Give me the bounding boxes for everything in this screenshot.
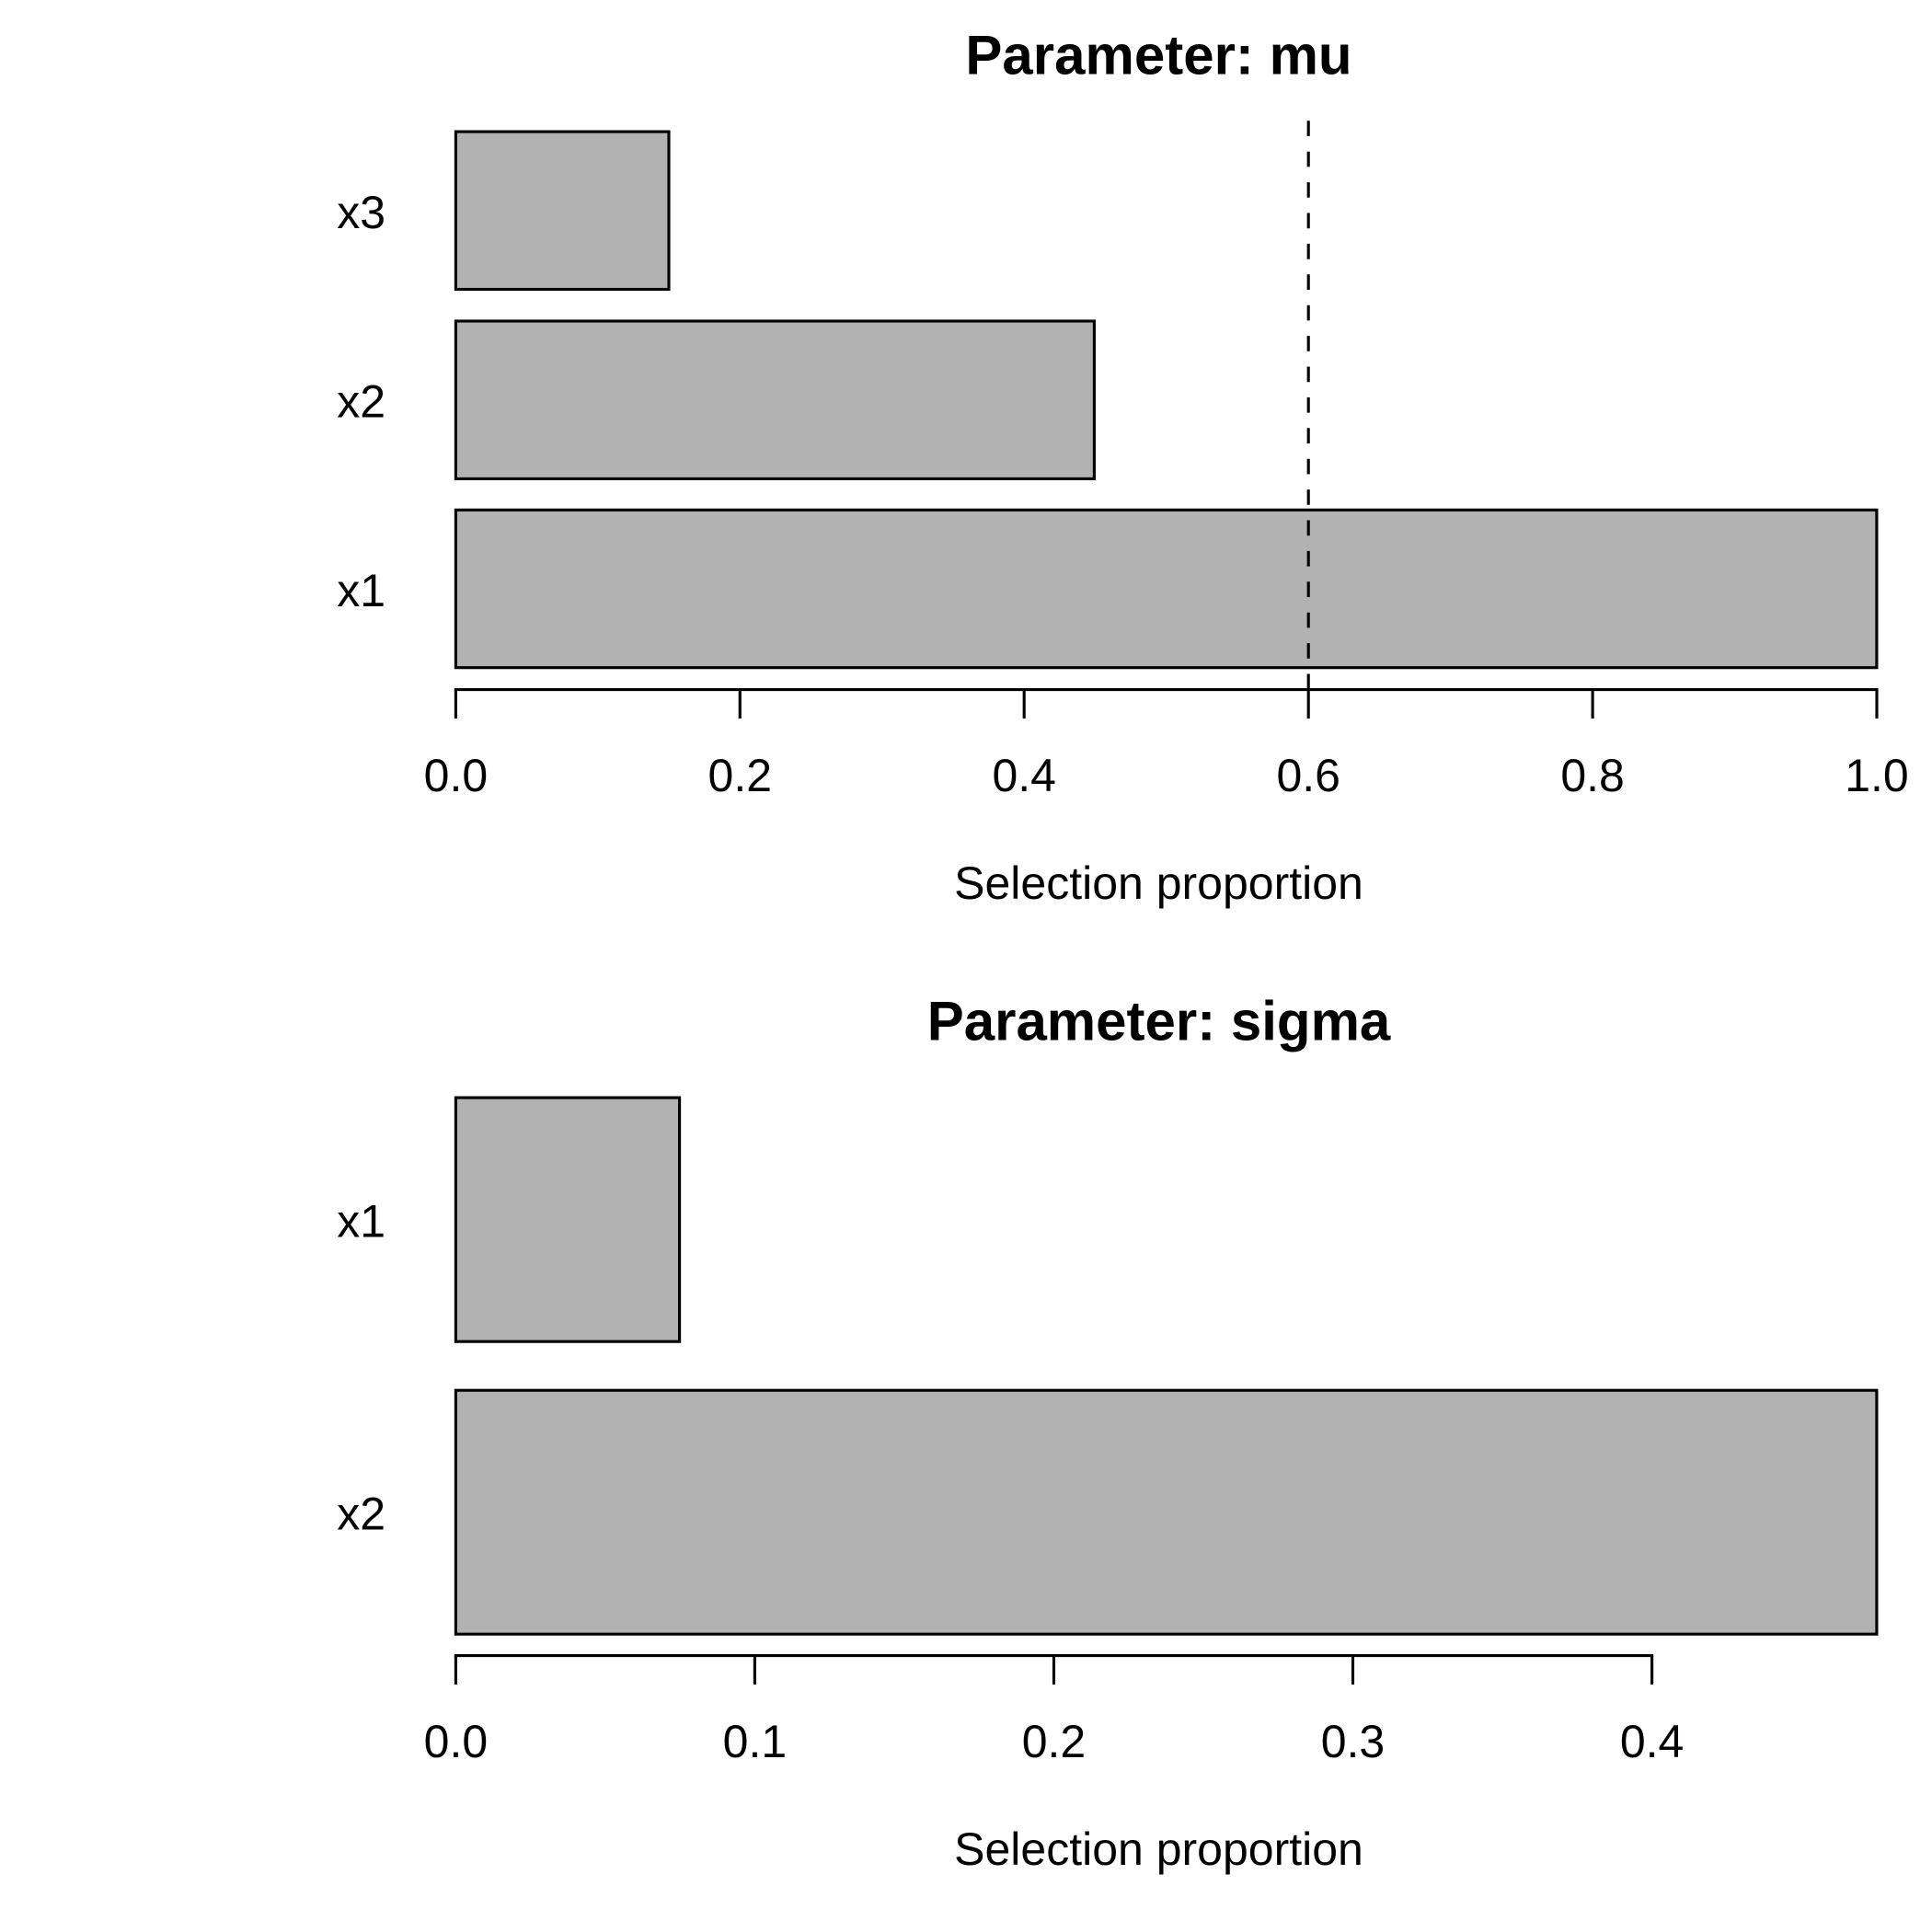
svg-text:0.1: 0.1 xyxy=(723,1716,788,1767)
svg-text:Parameter: mu: Parameter: mu xyxy=(965,25,1351,86)
svg-text:0.0: 0.0 xyxy=(424,750,489,801)
svg-text:x3: x3 xyxy=(337,187,385,238)
svg-text:x2: x2 xyxy=(337,376,385,428)
svg-text:0.2: 0.2 xyxy=(708,750,773,801)
svg-text:0.0: 0.0 xyxy=(424,1716,489,1767)
svg-text:0.4: 0.4 xyxy=(992,750,1056,801)
svg-text:Parameter: sigma: Parameter: sigma xyxy=(927,991,1391,1052)
svg-text:Selection proportion: Selection proportion xyxy=(954,1823,1363,1875)
svg-text:Selection proportion: Selection proportion xyxy=(954,857,1363,909)
svg-text:1.0: 1.0 xyxy=(1845,750,1909,801)
svg-text:x1: x1 xyxy=(337,1196,385,1248)
svg-text:0.2: 0.2 xyxy=(1022,1716,1087,1767)
svg-text:0.3: 0.3 xyxy=(1321,1716,1386,1767)
svg-text:x2: x2 xyxy=(337,1489,385,1540)
svg-text:0.4: 0.4 xyxy=(1620,1716,1685,1767)
svg-text:x1: x1 xyxy=(337,565,385,616)
svg-text:0.8: 0.8 xyxy=(1560,750,1625,801)
svg-text:0.6: 0.6 xyxy=(1276,750,1340,801)
